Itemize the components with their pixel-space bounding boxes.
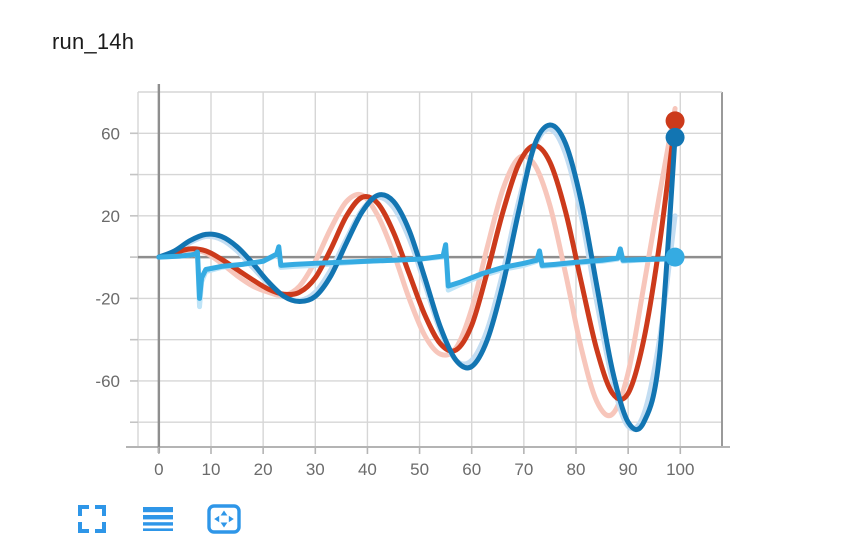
- svg-text:-20: -20: [95, 289, 120, 308]
- endpoint-markers: [665, 111, 685, 267]
- lines-icon[interactable]: [136, 498, 180, 540]
- series-lines: [156, 106, 678, 433]
- svg-text:50: 50: [410, 460, 429, 479]
- svg-text:30: 30: [306, 460, 325, 479]
- svg-text:-60: -60: [95, 372, 120, 391]
- svg-text:70: 70: [514, 460, 533, 479]
- lines-icon-svg: [143, 507, 173, 531]
- pan-icon[interactable]: [202, 498, 246, 540]
- svg-text:80: 80: [567, 460, 586, 479]
- svg-text:100: 100: [666, 460, 694, 479]
- svg-text:0: 0: [154, 460, 163, 479]
- y-tick-labels: -60 -20 20 60: [95, 124, 120, 391]
- chart-toolbar[interactable]: [70, 496, 246, 542]
- svg-text:90: 90: [619, 460, 638, 479]
- svg-text:60: 60: [101, 124, 120, 143]
- svg-text:10: 10: [202, 460, 221, 479]
- fullscreen-icon-svg: [78, 505, 106, 533]
- chart-plot-area[interactable]: 0 10 20 30 40 50 60 70 80 90 100 -60 -20 20 60: [0, 0, 856, 500]
- svg-text:20: 20: [101, 207, 120, 226]
- fullscreen-icon[interactable]: [70, 498, 114, 540]
- svg-text:60: 60: [462, 460, 481, 479]
- x-tick-labels: 0 10 20 30 40 50 60 70 80 90 100: [154, 460, 694, 479]
- pan-icon-svg: [207, 504, 241, 534]
- chart-svg[interactable]: 0 10 20 30 40 50 60 70 80 90 100 -60 -20 20 60: [0, 0, 856, 500]
- svg-text:40: 40: [358, 460, 377, 479]
- page-title: run_14h: [52, 29, 135, 54]
- svg-text:20: 20: [254, 460, 273, 479]
